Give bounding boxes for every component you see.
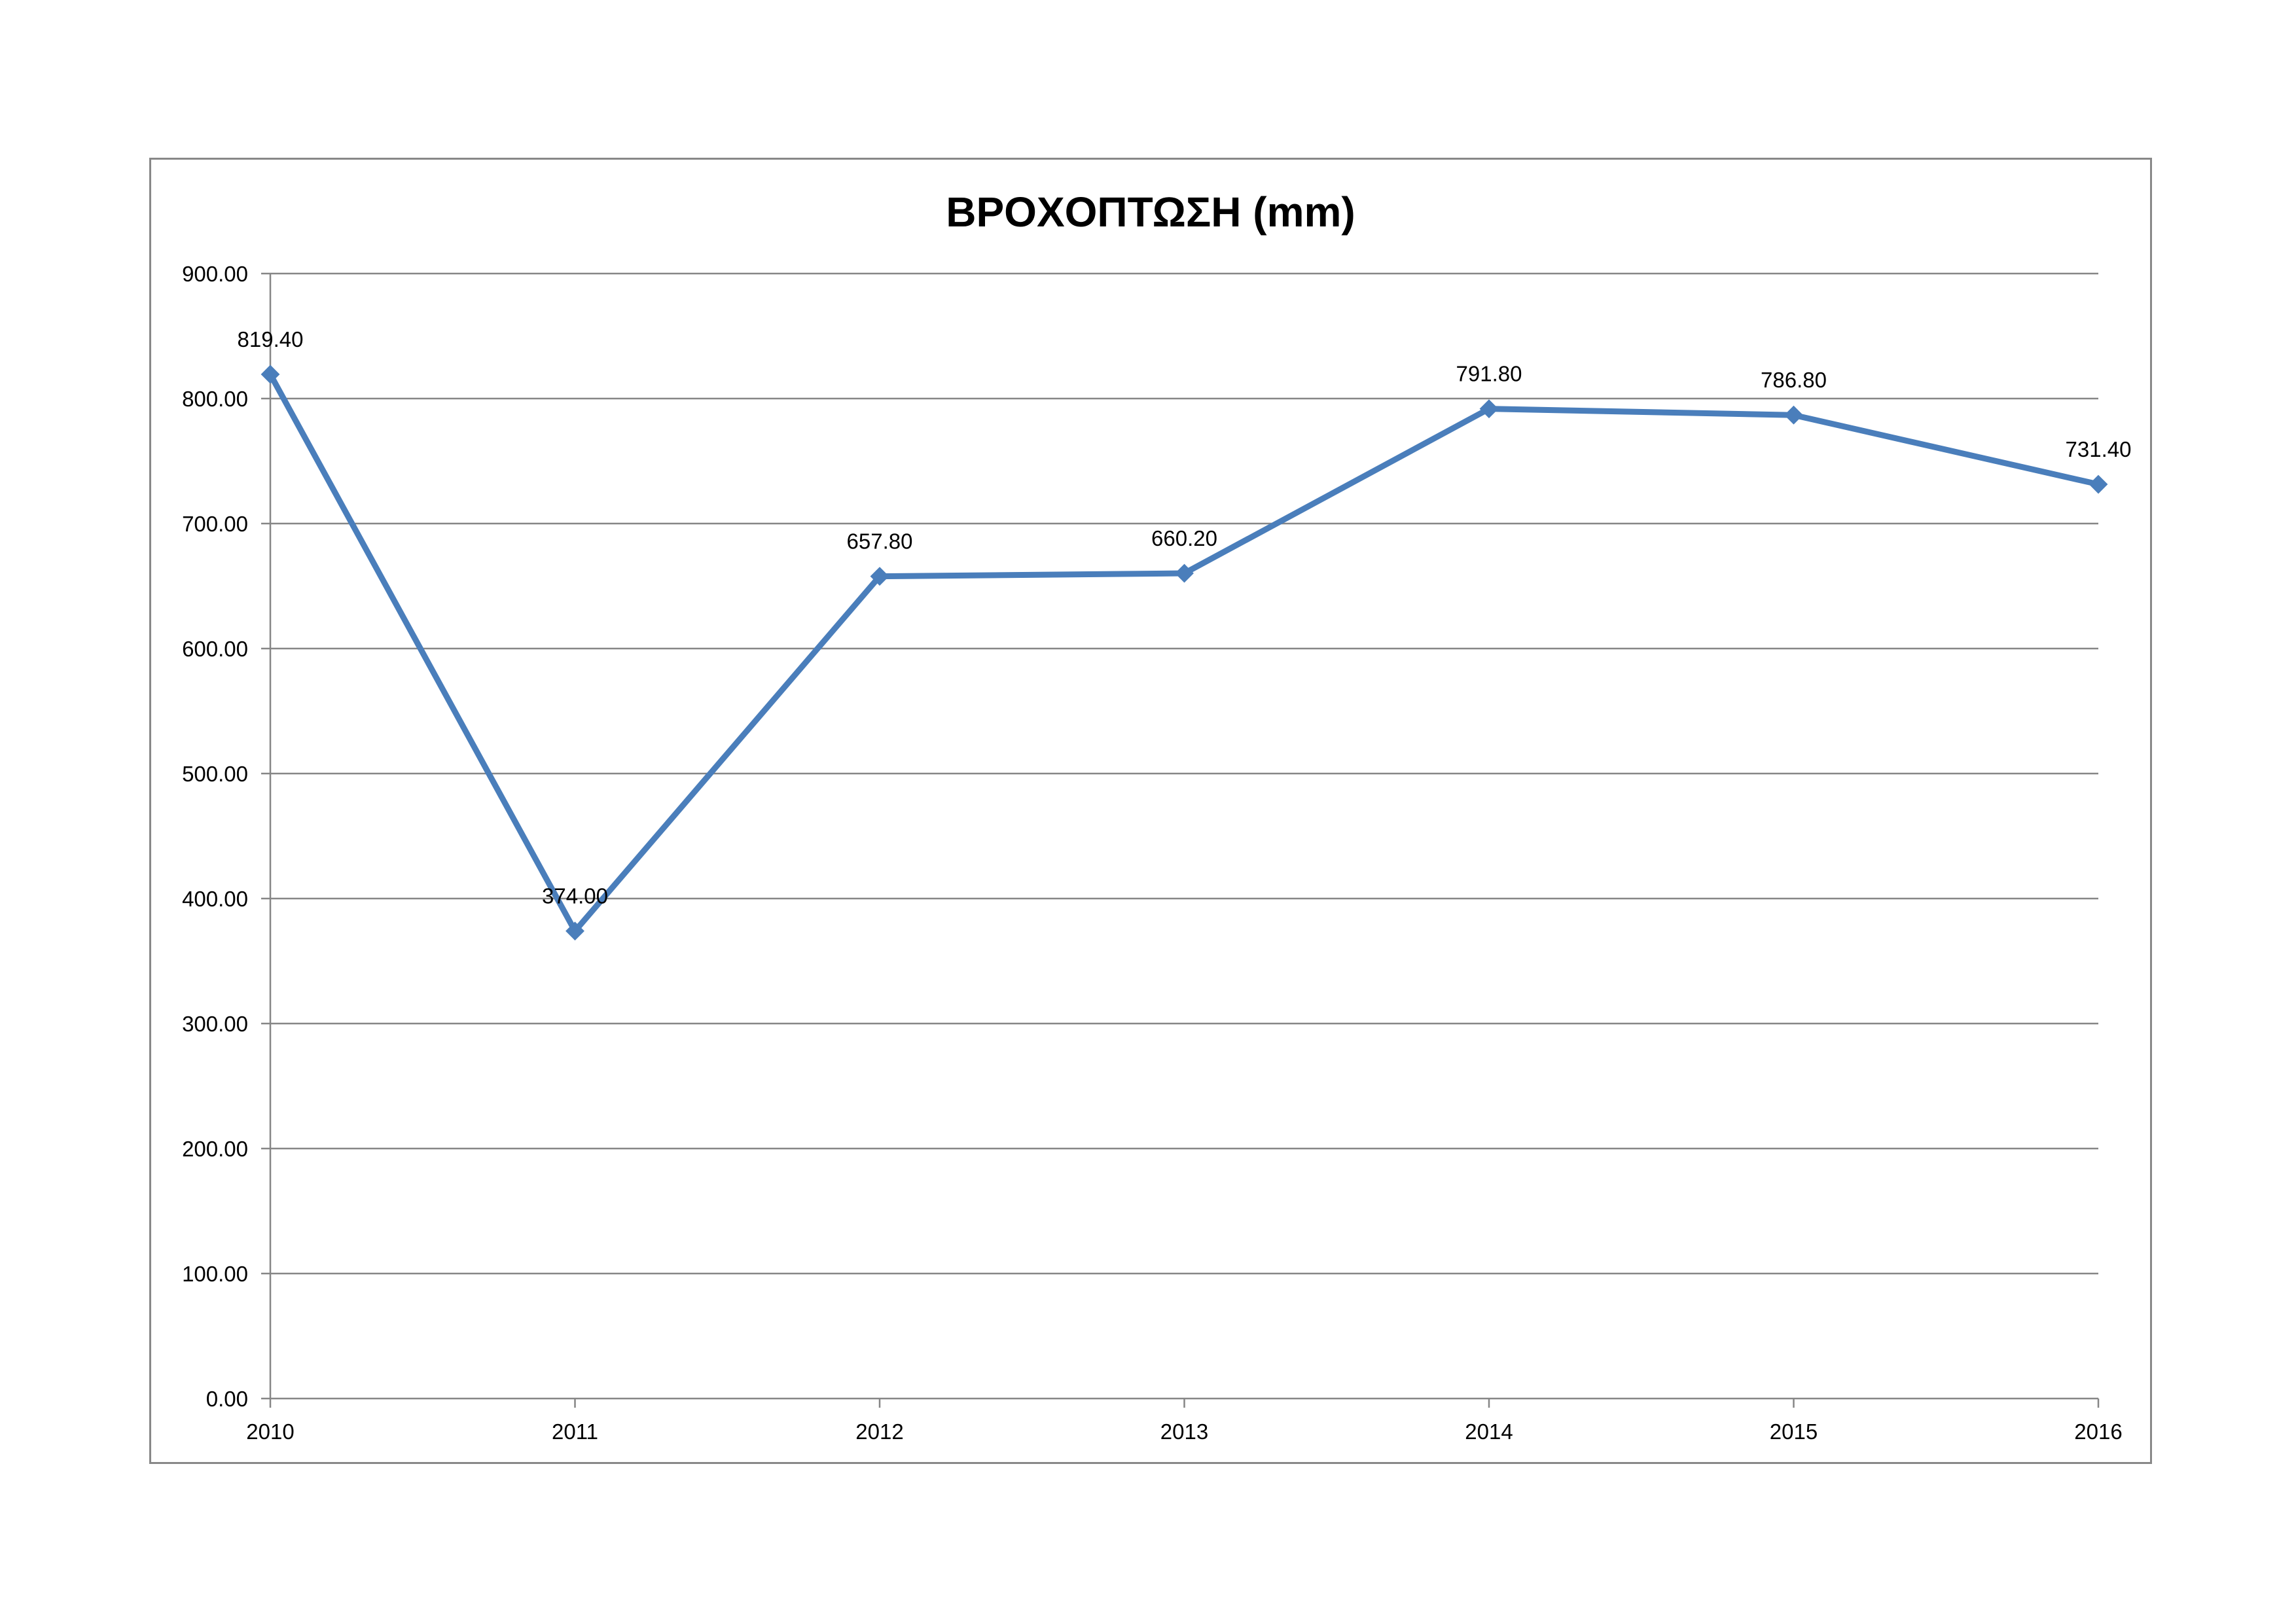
series-layer [260, 365, 2108, 941]
data-point-marker [1479, 399, 1499, 419]
x-tick-label: 2014 [1465, 1419, 1513, 1444]
data-label: 660.20 [1151, 526, 1217, 550]
x-tick-label: 2013 [1160, 1419, 1208, 1444]
chart-frame: ΒΡΟΧΟΠΤΩΣΗ (mm) 0.00 100.00 200.00 300.00 40… [149, 158, 2152, 1464]
x-tick-label: 2015 [1770, 1419, 1818, 1444]
data-label: 786.80 [1761, 368, 1827, 392]
data-point-marker [565, 921, 584, 941]
data-label: 657.80 [847, 529, 913, 554]
x-tick-label: 2012 [855, 1419, 903, 1444]
x-tick-label: 2016 [2074, 1419, 2122, 1444]
y-tick-label: 500.00 [182, 762, 248, 786]
data-label: 731.40 [2066, 437, 2132, 461]
data-point-marker [260, 365, 280, 384]
data-point-marker [870, 567, 889, 586]
data-label: 819.40 [238, 327, 304, 351]
x-tick-label: 2011 [552, 1419, 598, 1444]
axes: 0.00 100.00 200.00 300.00 400.00 500.00 600.00… [182, 262, 2123, 1444]
series-line [267, 371, 2102, 935]
y-tick-label: 900.00 [182, 262, 248, 286]
data-label: 374.00 [542, 884, 608, 908]
data-label: 791.80 [1456, 362, 1522, 386]
chart-title: ΒΡΟΧΟΠΤΩΣΗ (mm) [946, 188, 1355, 236]
data-point-marker [1175, 563, 1194, 583]
gridlines [270, 272, 2098, 1275]
x-tick-label: 2010 [246, 1419, 294, 1444]
y-tick-label: 200.00 [182, 1137, 248, 1161]
y-tick-label: 0.00 [206, 1387, 248, 1411]
y-tick-label: 400.00 [182, 887, 248, 911]
y-tick-label: 100.00 [182, 1262, 248, 1286]
y-tick-label: 800.00 [182, 387, 248, 411]
y-tick-label: 300.00 [182, 1012, 248, 1036]
y-tick-label: 600.00 [182, 637, 248, 661]
data-labels: 819.40 374.00 657.80 660.20 791.80 786.80 731.… [238, 327, 2132, 908]
data-point-marker [2089, 474, 2108, 494]
line-chart: ΒΡΟΧΟΠΤΩΣΗ (mm) 0.00 100.00 200.00 300.00 40… [182, 188, 2132, 1444]
data-point-marker [1784, 405, 1803, 425]
y-tick-label: 700.00 [182, 512, 248, 536]
